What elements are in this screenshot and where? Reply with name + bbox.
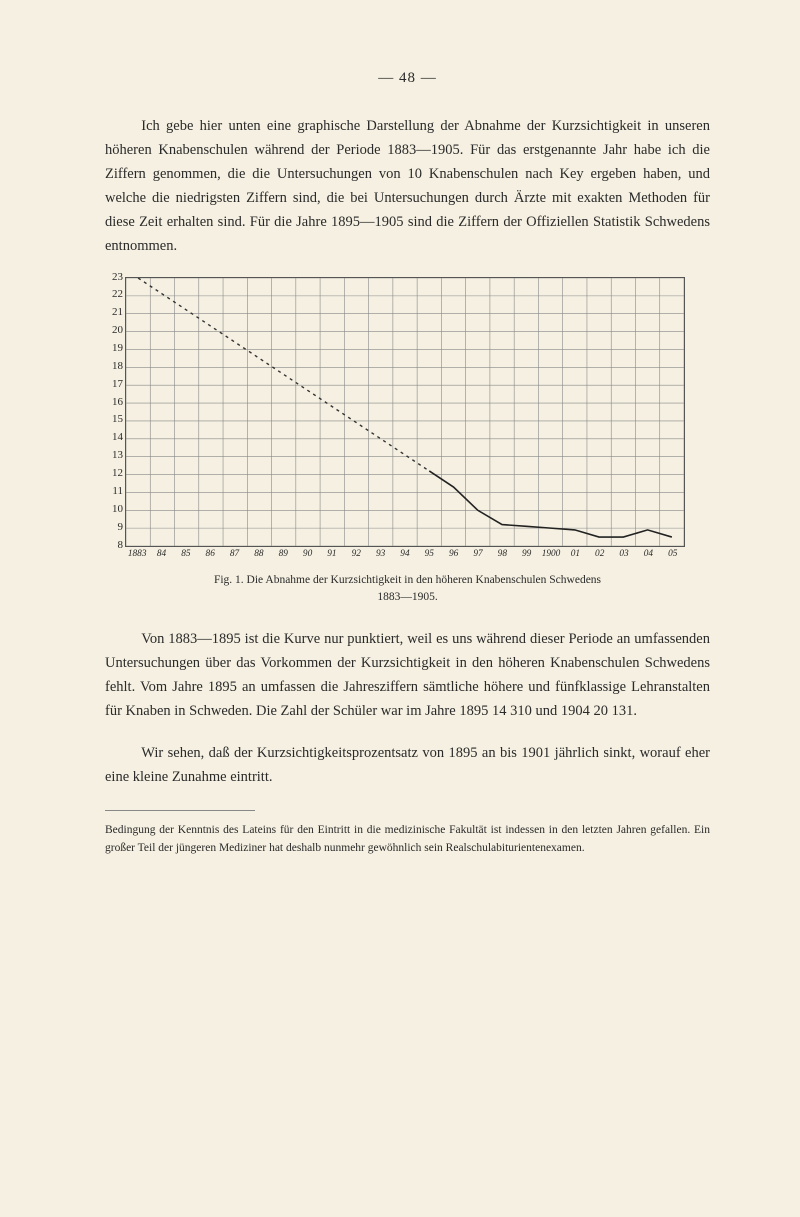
plot-area <box>125 277 685 547</box>
x-tick-label: 93 <box>368 549 392 559</box>
y-tick-label: 8 <box>99 539 123 551</box>
x-tick-label: 87 <box>222 549 246 559</box>
y-tick-label: 15 <box>99 413 123 425</box>
chart-container: 232221201918171615141312111098 188384858… <box>125 277 685 547</box>
x-tick-label: 95 <box>417 549 441 559</box>
x-tick-label: 05 <box>661 549 685 559</box>
x-tick-label: 01 <box>563 549 587 559</box>
page-number: — 48 — <box>105 70 710 87</box>
x-tick-label: 96 <box>441 549 465 559</box>
y-tick-label: 22 <box>99 288 123 300</box>
y-tick-label: 9 <box>99 521 123 533</box>
x-tick-label: 98 <box>490 549 514 559</box>
paragraph-1: Ich gebe hier unten eine graphische Dars… <box>105 115 710 259</box>
x-tick-label: 86 <box>198 549 222 559</box>
y-tick-label: 19 <box>99 342 123 354</box>
x-tick-label: 03 <box>612 549 636 559</box>
x-tick-label: 99 <box>515 549 539 559</box>
chart-figure: 232221201918171615141312111098 188384858… <box>105 277 710 607</box>
x-tick-label: 1883 <box>125 549 149 559</box>
x-tick-label: 88 <box>247 549 271 559</box>
y-tick-label: 11 <box>99 485 123 497</box>
footnote-rule <box>105 810 255 811</box>
y-tick-label: 23 <box>99 271 123 283</box>
x-tick-label: 90 <box>295 549 319 559</box>
y-tick-label: 16 <box>99 396 123 408</box>
x-tick-label: 1900 <box>539 549 563 559</box>
caption-line-1: Fig. 1. Die Abnahme der Kurzsichtigkeit … <box>214 574 601 586</box>
chart-caption: Fig. 1. Die Abnahme der Kurzsichtigkeit … <box>105 572 710 607</box>
caption-line-2: 1883—1905. <box>377 591 437 603</box>
y-tick-label: 21 <box>99 306 123 318</box>
y-tick-label: 12 <box>99 467 123 479</box>
y-tick-label: 18 <box>99 360 123 372</box>
x-tick-label: 94 <box>393 549 417 559</box>
x-tick-label: 92 <box>344 549 368 559</box>
paragraph-2: Von 1883—1895 ist die Kurve nur punktier… <box>105 628 710 724</box>
x-tick-label: 85 <box>174 549 198 559</box>
document-page: — 48 — Ich gebe hier unten eine graphisc… <box>0 0 800 1217</box>
chart-svg <box>126 278 684 546</box>
x-tick-label: 02 <box>588 549 612 559</box>
x-tick-label: 89 <box>271 549 295 559</box>
x-tick-label: 04 <box>636 549 660 559</box>
x-tick-label: 84 <box>149 549 173 559</box>
y-tick-label: 20 <box>99 324 123 336</box>
x-tick-label: 97 <box>466 549 490 559</box>
y-tick-label: 14 <box>99 431 123 443</box>
y-tick-label: 13 <box>99 449 123 461</box>
x-axis-labels: 1883848586878889909192939495969798991900… <box>125 549 685 559</box>
paragraph-3: Wir sehen, daß der Kurzsichtigkeitsproze… <box>105 742 710 790</box>
x-tick-label: 91 <box>320 549 344 559</box>
y-axis-labels: 232221201918171615141312111098 <box>99 277 123 547</box>
y-tick-label: 17 <box>99 378 123 390</box>
y-tick-label: 10 <box>99 503 123 515</box>
footnote: Bedingung der Kenntnis des Lateins für d… <box>105 822 710 858</box>
